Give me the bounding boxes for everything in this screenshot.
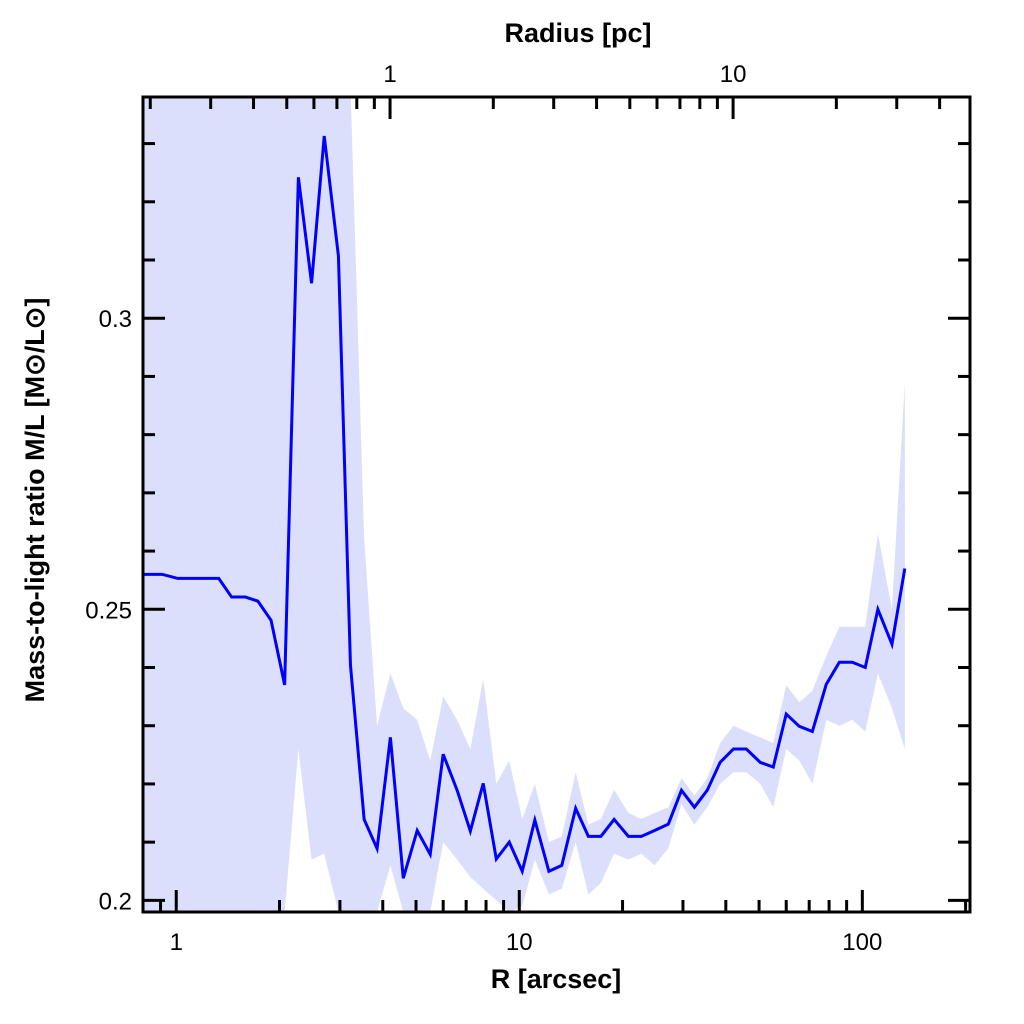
x-tick-label: 1: [170, 929, 183, 956]
x-tick-label: 10: [506, 929, 533, 956]
top-axis-title: Radius [pc]: [504, 18, 651, 48]
y-tick-label: 0.2: [99, 888, 132, 915]
plot-frame: [141, 95, 972, 914]
uncertainty-band: [143, 97, 905, 912]
top-tick-label: 1: [383, 61, 396, 88]
ml-profile-line: [143, 135, 907, 879]
x-tick-label: 100: [842, 929, 882, 956]
y-axis-title: Mass-to-light ratio M/L [M⊙/L⊙]: [20, 298, 50, 703]
x-axis-title: R [arcsec]: [491, 964, 622, 994]
top-tick-label: 10: [720, 61, 747, 88]
y-tick-label: 0.3: [99, 306, 132, 333]
y-tick-label: 0.25: [85, 597, 132, 624]
